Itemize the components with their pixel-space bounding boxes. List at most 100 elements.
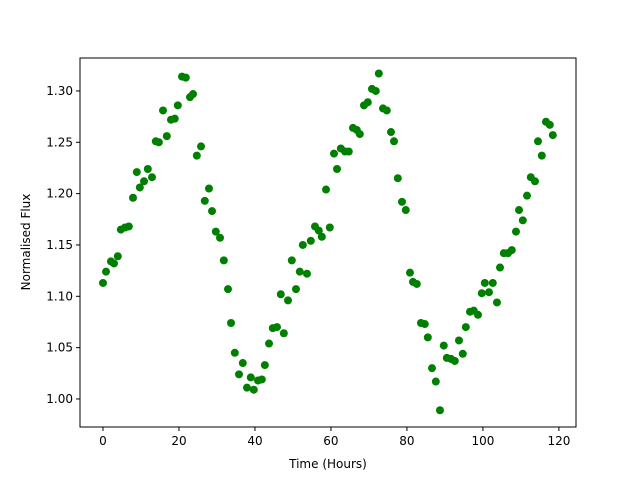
point bbox=[113, 252, 122, 261]
point bbox=[420, 320, 429, 329]
point bbox=[325, 223, 334, 232]
point bbox=[272, 323, 281, 332]
point bbox=[223, 285, 232, 294]
point bbox=[329, 149, 338, 158]
point bbox=[428, 364, 437, 373]
point bbox=[147, 173, 156, 182]
point bbox=[287, 256, 296, 265]
point bbox=[435, 406, 444, 415]
point bbox=[227, 318, 236, 327]
point bbox=[390, 137, 399, 146]
point bbox=[397, 197, 406, 206]
point bbox=[140, 177, 149, 186]
point bbox=[374, 69, 383, 78]
point bbox=[110, 259, 119, 268]
point bbox=[192, 151, 201, 160]
point bbox=[197, 142, 206, 151]
point bbox=[129, 193, 138, 202]
x-tick-label: 120 bbox=[547, 434, 570, 448]
point bbox=[393, 174, 402, 183]
y-tick-label: 1.05 bbox=[46, 341, 73, 355]
point bbox=[333, 164, 342, 173]
point bbox=[450, 356, 459, 365]
axes-frame bbox=[79, 57, 577, 428]
point bbox=[431, 377, 440, 386]
y-tick-label: 1.10 bbox=[46, 289, 73, 303]
x-tick-label: 20 bbox=[171, 434, 186, 448]
y-axis-label: Normalised Flux bbox=[19, 194, 33, 291]
point bbox=[454, 336, 463, 345]
point bbox=[298, 240, 307, 249]
point bbox=[124, 222, 133, 231]
point bbox=[260, 361, 269, 370]
point bbox=[507, 246, 516, 255]
point bbox=[515, 206, 524, 215]
point bbox=[363, 98, 372, 107]
point bbox=[545, 120, 554, 129]
point bbox=[314, 226, 323, 235]
point bbox=[518, 216, 527, 225]
point bbox=[154, 138, 163, 147]
point bbox=[386, 128, 395, 137]
point bbox=[344, 147, 353, 156]
point bbox=[235, 370, 244, 379]
point bbox=[355, 130, 364, 139]
point bbox=[317, 232, 326, 241]
point bbox=[132, 168, 141, 177]
point bbox=[522, 191, 531, 200]
x-axis-label: Time (Hours) bbox=[288, 457, 367, 471]
y-tick-label: 1.20 bbox=[46, 187, 73, 201]
point bbox=[458, 349, 467, 358]
point bbox=[405, 268, 414, 277]
point bbox=[143, 164, 152, 173]
point bbox=[200, 196, 209, 205]
point bbox=[211, 227, 220, 236]
point bbox=[98, 278, 107, 287]
point bbox=[322, 185, 331, 194]
y-tick-label: 1.00 bbox=[46, 392, 73, 406]
x-tick-label: 60 bbox=[323, 434, 338, 448]
point bbox=[265, 339, 274, 348]
point bbox=[382, 106, 391, 115]
y-tick-label: 1.30 bbox=[46, 84, 73, 98]
point bbox=[291, 285, 300, 294]
point bbox=[284, 296, 293, 305]
point bbox=[208, 207, 217, 216]
x-tick-label: 0 bbox=[99, 434, 107, 448]
point bbox=[488, 278, 497, 287]
point bbox=[173, 101, 182, 110]
point bbox=[162, 132, 171, 141]
point bbox=[477, 289, 486, 298]
x-tick-label: 40 bbox=[247, 434, 262, 448]
x-tick-label: 80 bbox=[399, 434, 414, 448]
point bbox=[401, 206, 410, 215]
point bbox=[423, 333, 432, 342]
point bbox=[219, 256, 228, 265]
y-tick-label: 1.25 bbox=[46, 135, 73, 149]
point bbox=[537, 151, 546, 160]
point bbox=[135, 183, 144, 192]
point bbox=[242, 383, 251, 392]
point bbox=[484, 288, 493, 297]
point bbox=[492, 298, 501, 307]
point bbox=[246, 373, 255, 382]
point bbox=[102, 267, 111, 276]
point bbox=[412, 279, 421, 288]
point bbox=[496, 263, 505, 272]
y-tick-label: 1.15 bbox=[46, 238, 73, 252]
point bbox=[534, 137, 543, 146]
point bbox=[204, 184, 213, 193]
point bbox=[548, 131, 557, 140]
point bbox=[480, 278, 489, 287]
point bbox=[181, 73, 190, 82]
point bbox=[276, 290, 285, 299]
point bbox=[159, 106, 168, 115]
point bbox=[189, 90, 198, 99]
point bbox=[461, 323, 470, 332]
point bbox=[249, 385, 258, 394]
point bbox=[279, 329, 288, 338]
point bbox=[257, 375, 266, 384]
point bbox=[306, 236, 315, 245]
point bbox=[230, 348, 239, 357]
